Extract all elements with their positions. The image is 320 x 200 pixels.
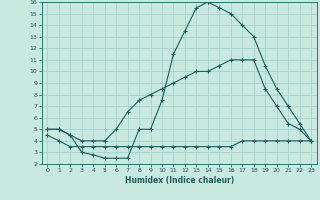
X-axis label: Humidex (Indice chaleur): Humidex (Indice chaleur) [124, 176, 234, 185]
